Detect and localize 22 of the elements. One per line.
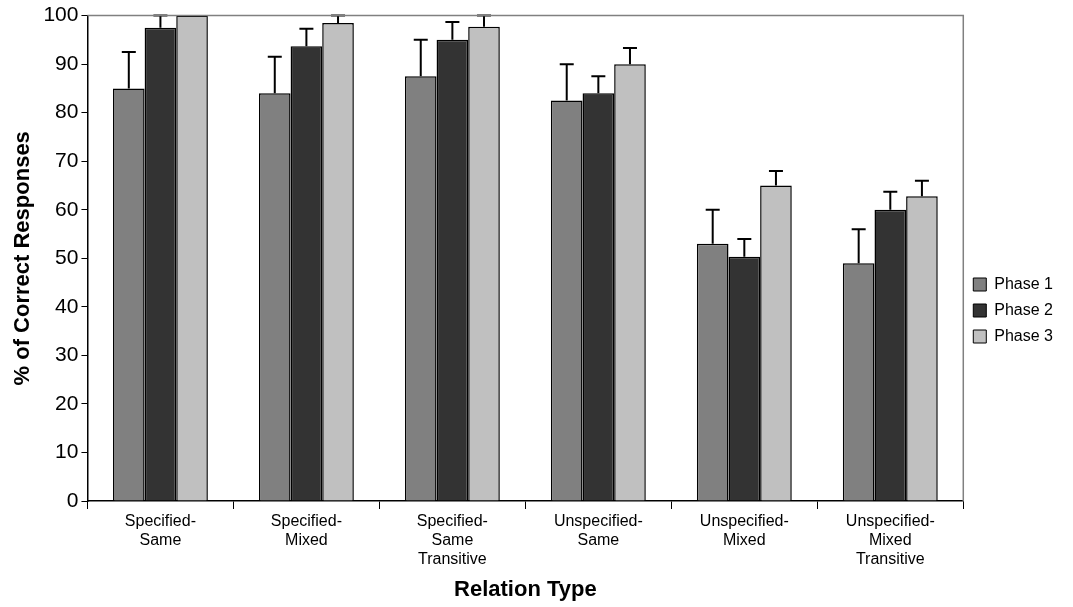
legend-label: Phase 3: [994, 326, 1054, 344]
y-tick-label: 0: [66, 487, 79, 511]
y-tick-label: 40: [55, 293, 79, 317]
x-tick-label: Unspecified- Mixed Transitive: [845, 512, 935, 568]
y-tick-label: 80: [55, 99, 79, 123]
y-tick-label: 60: [55, 196, 79, 220]
y-tick-label: 90: [55, 50, 79, 74]
y-tick-label: 30: [55, 342, 79, 366]
x-tick-label: Unspecified- Mixed: [699, 512, 789, 549]
y-tick-label: 20: [55, 390, 79, 414]
x-axis-title: Relation Type: [454, 575, 597, 601]
y-tick-label: 70: [55, 148, 79, 172]
legend-label: Phase 2: [994, 300, 1054, 318]
x-tick-label: Unspecified- Same: [553, 512, 643, 549]
x-tick-label: Specified- Mixed: [270, 512, 342, 549]
y-tick-label: 50: [55, 245, 79, 269]
y-tick-label: 100: [43, 2, 79, 26]
x-tick-label: Specified- Same: [124, 512, 196, 549]
x-tick-label: Specified- Same Transitive: [416, 512, 488, 568]
legend-label: Phase 1: [994, 274, 1054, 292]
y-tick-label: 10: [55, 439, 79, 463]
y-axis-title: % of Correct Responses: [9, 131, 35, 386]
